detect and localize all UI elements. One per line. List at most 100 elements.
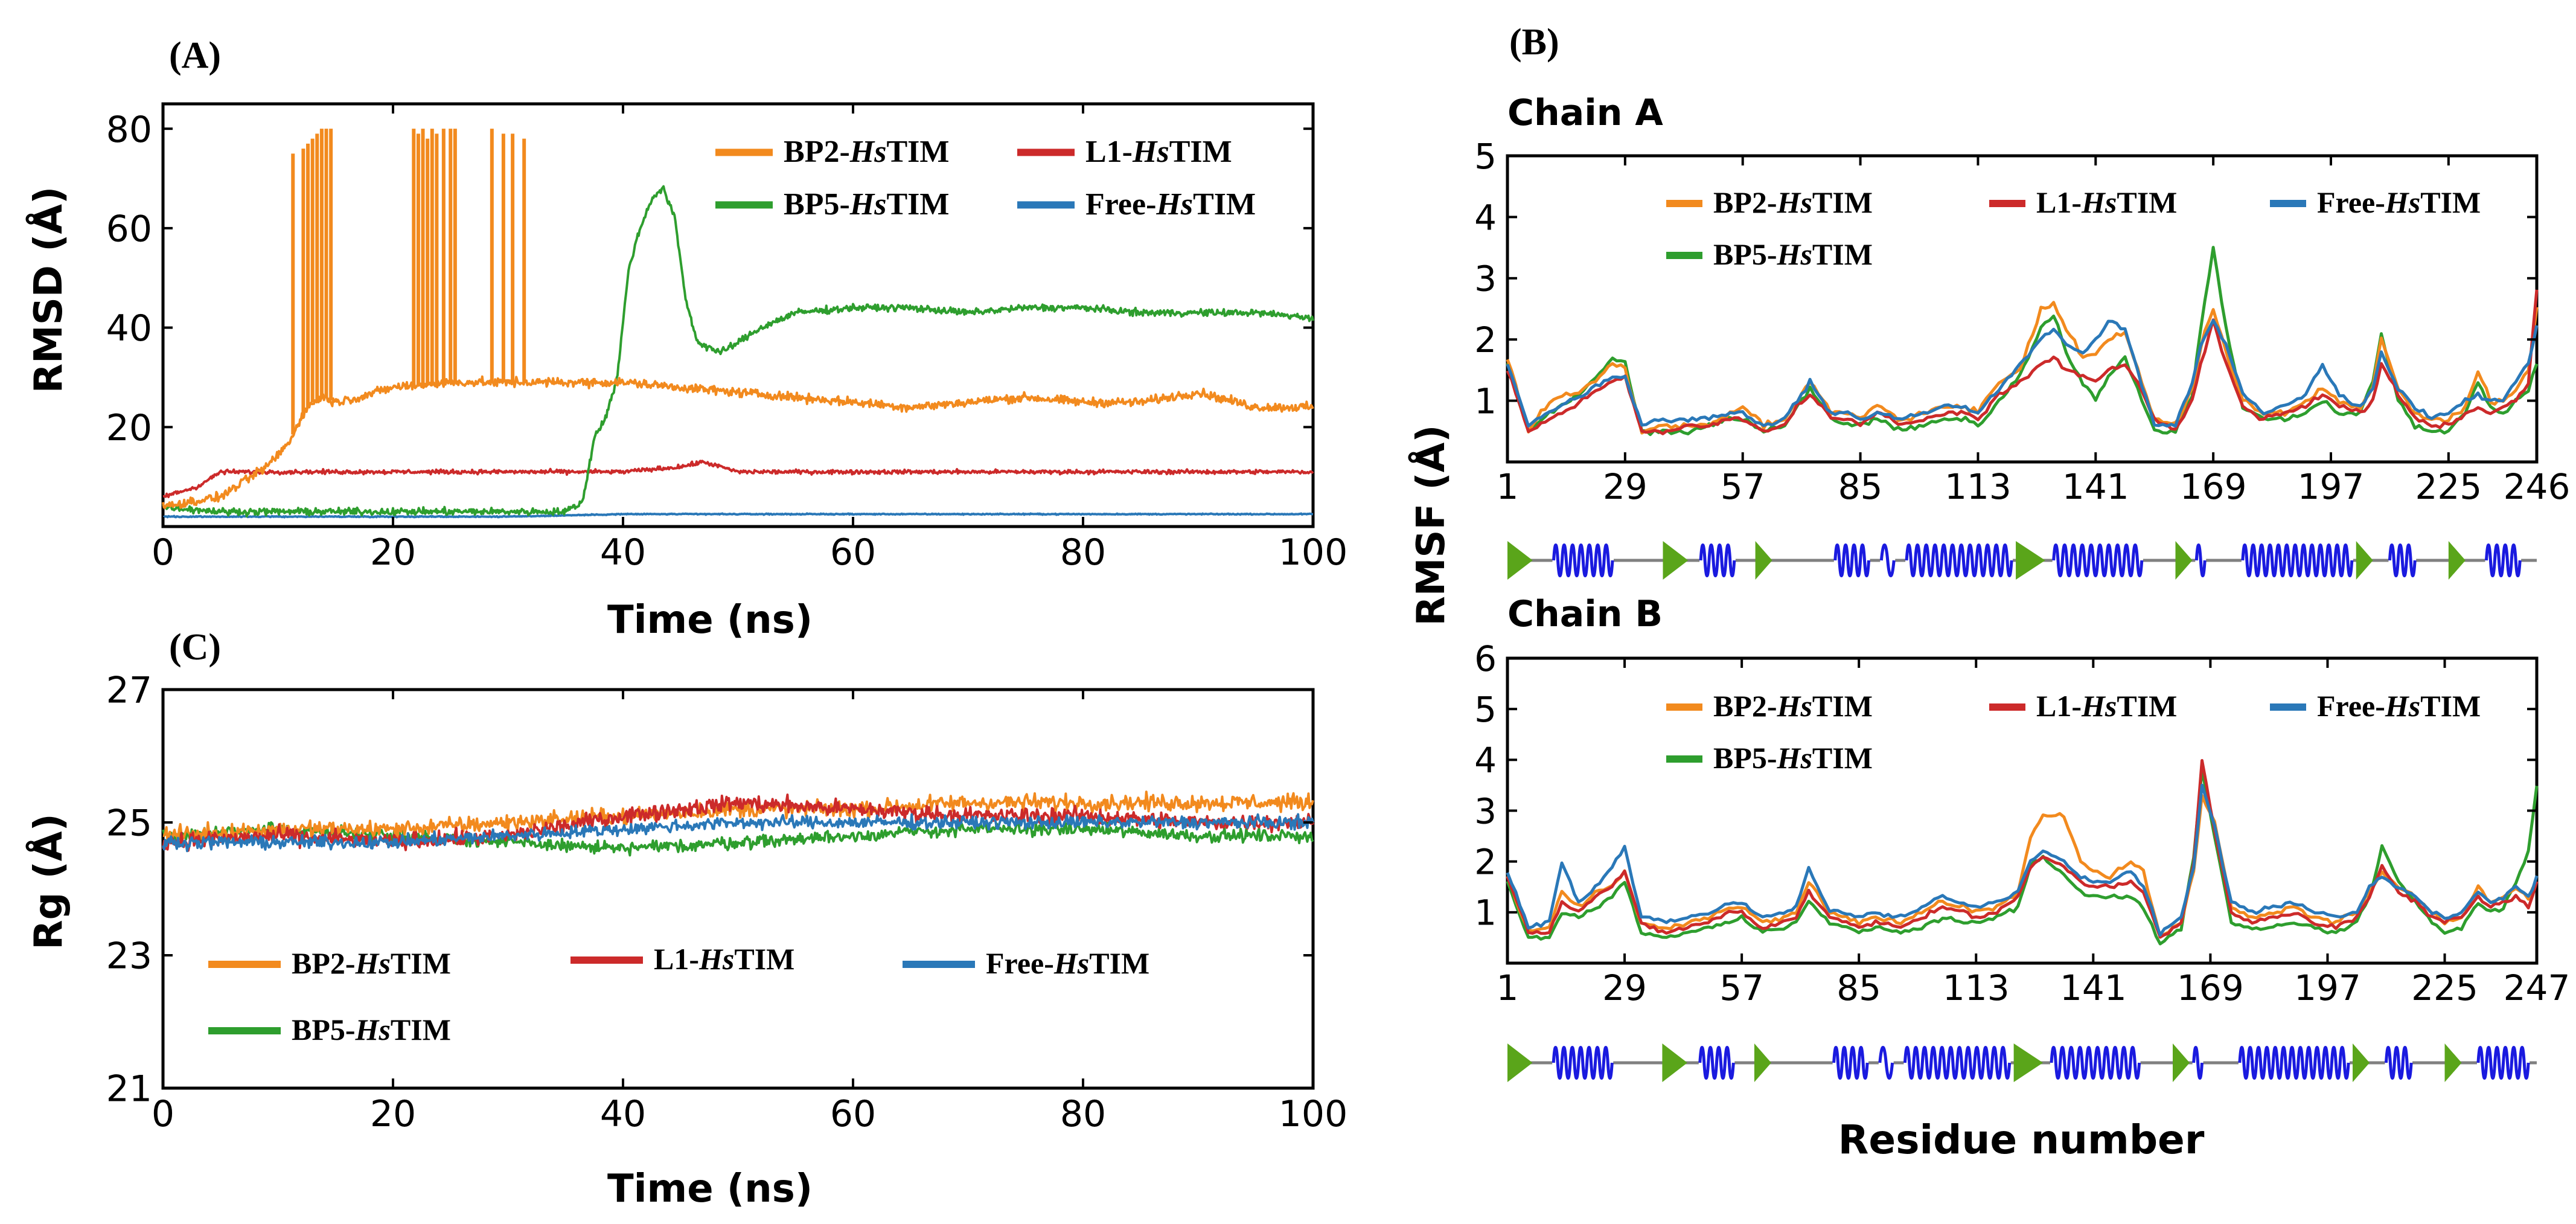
chain-b-ytick-label: 4 [1474,740,1497,781]
chain-b-secondary-structure [1507,1043,2537,1082]
chain-b-ytick-label: 5 [1474,689,1497,730]
panel-a-legend: BP2-HsTIM L1- Hs TIM BP5-HsTIM Free-HsTIM [715,135,1256,222]
chain-a-xtick-label: 85 [1838,466,1883,507]
panel-a-ticks: 20 40 60 80 0 20 40 60 80 100 [106,104,1347,574]
legend-prefix: L1- [1085,135,1133,169]
panel-c-legend-label-bp5: BP5-HsTIM [292,1013,451,1046]
legend-suffix: TIM [886,135,949,169]
legend-prefix: BP2- [292,946,356,980]
panel-c-legend-label-bp2: BP2-HsTIM [292,946,451,980]
panel-a-xtick-label: 80 [1060,531,1106,574]
panel-b-ylabel: RMSF (Å) [1408,425,1454,626]
chain-b-strand-arrow [1662,1043,1688,1082]
chain-b-ytick-label: 6 [1474,638,1497,679]
panel-a-label: (A) [169,35,221,76]
panel-a-legend-label-bp5: BP5-HsTIM [784,187,949,222]
panel-c-ytick-label: 27 [106,670,152,712]
legend-suffix: TIM [1169,135,1232,169]
panel-c-plot-area [162,790,1314,857]
panel-c-ytick-label: 21 [106,1068,152,1110]
legend-prefix: Free- [2317,185,2385,219]
chain-b-helix-coil [1903,1046,2012,1080]
panel-c: (C) 21 23 25 27 0 20 40 60 80 100 Time (ns) Rg (Å… [25,627,1347,1211]
legend-prefix: BP5- [292,1013,356,1046]
chain-a-strand-arrow [1663,541,1689,580]
legend-prefix: L1- [2036,689,2082,723]
chain-a-strand-arrow [2016,541,2045,580]
chain-a-legend-label-bp2: BP2-HsTIM [1713,185,1873,219]
legend-italic: Hs [1777,185,1812,219]
chain-a-ytick-label: 2 [1474,319,1497,360]
legend-italic: Hs [1777,741,1812,775]
chain-a-ytick-label: 3 [1474,258,1497,300]
chain-a-xtick-label: 197 [2298,466,2365,507]
panel-a-xtick-label: 0 [152,531,174,574]
chain-a-strand-arrow [2356,541,2373,580]
chain-a-xtick-label: 225 [2415,466,2482,507]
legend-italic: Hs [1155,187,1193,222]
legend-italic: Hs [1777,237,1812,271]
chain-b-xtick-label: 169 [2177,967,2244,1008]
legend-suffix: TIM [1812,741,1873,775]
panel-c-frame [161,688,1315,1090]
chain-b-strand-arrow [1507,1043,1533,1082]
panel-a-xtick-label: 60 [830,531,876,574]
panel-c-axes [161,688,1315,1090]
panel-c-xlabel: Time (ns) [607,1167,813,1211]
panel-a: (A) 20 40 60 80 0 20 40 60 80 100 Time (ns) RMSD … [25,35,1347,642]
panel-b-label: (B) [1509,22,1559,63]
chain-a-ytick-label: 4 [1474,197,1497,238]
legend-italic: Hs [2081,185,2117,219]
panel-a-axes [161,102,1315,528]
panel-c-ticks: 21 23 25 27 0 20 40 60 80 100 [106,670,1348,1135]
panel-a-series-free [162,512,1314,519]
chain-a-helix-coil [1879,543,1896,577]
chain-a-xtick-label: 141 [2062,466,2129,507]
legend-italic: Hs [1053,946,1089,980]
chain-a-plot-area [1506,246,2539,437]
panel-a-frame [161,102,1315,528]
chain-b-strand-arrow [1754,1043,1771,1082]
panel-a-ytick-label: 20 [106,407,152,449]
chain-b-ytick-label: 1 [1474,892,1497,934]
chain-a-helix-coil [1552,543,1614,577]
legend-suffix: TIM [1812,185,1873,219]
chain-b-strand-arrow [2173,1043,2190,1082]
panel-a-ytick-label: 80 [106,109,152,151]
legend-prefix: Free- [986,946,1054,980]
chain-a-helix-coil [1833,543,1870,577]
chain-a-ticks: 1 2 3 4 5 1 29 57 85 113 141 169 197 225 246 [1474,136,2570,507]
chain-a-xtick-label: 29 [1603,466,1648,507]
panel-c-xtick-label: 80 [1060,1093,1106,1135]
chain-a-helix-coil [2484,543,2522,577]
panel-c-xtick-label: 60 [830,1093,876,1135]
panel-a-legend-label-bp2: BP2-HsTIM [784,135,949,169]
panel-c-ytick-label: 23 [106,935,152,978]
legend-italic: Hs [698,942,734,976]
chain-b-xtick-label: 85 [1836,967,1881,1008]
legend-suffix: TIM [1812,237,1873,271]
chain-b-xtick-label: 141 [2060,967,2127,1008]
chain-b-strand-arrow [2013,1043,2044,1082]
panel-c-xtick-label: 40 [600,1093,646,1135]
chain-b-xtick-label: 29 [1602,967,1647,1008]
legend-italic: Hs [1777,689,1812,723]
panel-c-xtick-label: 20 [370,1093,416,1135]
chain-b-xtick-label: 113 [1943,967,2010,1008]
chain-b-helix-coil [2238,1046,2350,1080]
chain-b-legend-label-bp2: BP2-HsTIM [1713,689,1873,723]
panel-a-xlabel: Time (ns) [607,598,813,642]
chain-a-secondary-structure [1507,541,2537,580]
legend-italic: Hs [2081,689,2117,723]
chain-a-legend-label-free: Free-HsTIM [2317,185,2481,219]
chain-b-xtick-label: 1 [1497,967,1519,1008]
chain-a-series-free [1506,319,2539,428]
chain-b-title: Chain B [1507,593,1663,635]
legend-suffix: TIM [2420,185,2481,219]
chain-b-xtick-label: 197 [2294,967,2361,1008]
chain-b-ytick-label: 3 [1474,790,1497,831]
panel-a-legend-label-free: Free-HsTIM [1085,187,1256,222]
legend-italic: Hs [355,946,391,980]
